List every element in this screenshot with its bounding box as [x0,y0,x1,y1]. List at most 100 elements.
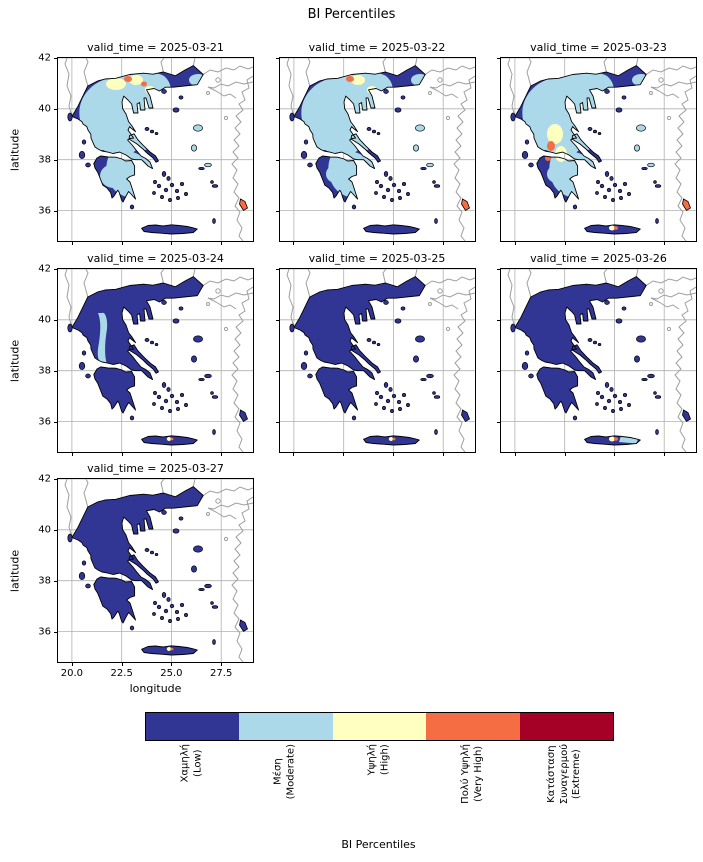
x-tick-mark [392,452,394,456]
x-tick-mark [343,241,345,245]
y-tick-mark [54,210,58,212]
x-tick-mark [564,241,566,245]
facet-title: valid_time = 2025-03-24 [87,252,224,265]
y-tick-mark [54,479,58,480]
y-tick-label: 42 [38,473,51,485]
greece-map [58,57,254,242]
x-tick-mark [392,241,394,245]
colorbar [145,712,614,741]
x-tick-mark [564,452,566,456]
colorbar-title: BI Percentiles [341,838,416,851]
y-tick-mark [497,370,501,372]
facet-axes-2025-03-22: valid_time = 2025-03-22 [275,41,476,245]
x-tick-mark [343,452,345,456]
facet-axes-2025-03-23: valid_time = 2025-03-23 [497,41,697,245]
x-tick-mark [664,241,666,245]
x-tick-mark [664,452,666,456]
y-tick-mark [54,108,58,110]
y-tick-label: 40 [38,103,51,115]
x-tick-mark [171,452,173,456]
y-tick-label: 40 [38,314,51,326]
x-tick-mark [121,241,123,245]
y-tick-label: 42 [38,52,51,64]
y-tick-label: 36 [38,626,51,637]
y-tick-mark [497,159,501,161]
y-tick-mark [275,421,280,423]
x-tick-mark [71,452,73,456]
y-axis-label: latitude [8,128,22,171]
greece-map [58,478,254,663]
facet-title: valid_time = 2025-03-27 [87,462,224,475]
x-tick-mark [121,452,123,456]
x-tick-mark [614,452,616,456]
x-tick-mark [293,241,295,245]
x-tick-mark [171,662,173,666]
x-tick-mark [71,662,73,666]
x-tick-mark [514,241,516,245]
greece-map [58,268,254,453]
x-tick-mark [614,241,616,245]
y-axis-label: latitude [8,549,22,592]
greece-map [501,57,697,242]
x-axis-label: longitude [129,682,182,695]
x-tick-mark [221,241,223,245]
y-tick-label: 42 [38,263,51,275]
y-tick-mark [54,370,58,372]
y-tick-mark [275,58,280,59]
greece-map [279,57,475,242]
y-tick-mark [54,580,58,582]
x-tick-label: 27.5 [210,668,233,679]
facet-axes-2025-03-21: valid_time = 2025-03-21 42 40 38 36 latitude [8,41,254,245]
y-tick-label: 36 [38,416,51,427]
y-tick-mark [497,210,501,212]
facet-title: valid_time = 2025-03-26 [530,252,667,265]
y-tick-label: 38 [38,575,51,587]
x-tick-label: 20.0 [60,668,84,679]
y-tick-mark [54,529,58,531]
facet-axes-2025-03-27: valid_time = 2025-03-27 42 40 38 36 latitude 2… [8,462,254,695]
x-tick-mark [171,241,173,245]
x-tick-mark [442,452,444,456]
y-tick-mark [275,159,280,161]
x-tick-mark [293,452,295,456]
colorbar-segment-moderate [239,713,333,740]
colorbar-segment-high [332,713,427,740]
y-tick-mark [497,269,501,270]
facet-title: valid_time = 2025-03-23 [530,41,667,54]
x-tick-mark [221,452,223,456]
facet-axes-2025-03-25: valid_time = 2025-03-25 [275,252,476,456]
greece-map [501,268,697,453]
y-tick-mark [54,319,58,321]
greece-map [279,268,475,453]
y-tick-mark [497,421,501,423]
y-tick-mark [497,58,501,59]
facet-axes-2025-03-24: valid_time = 2025-03-24 42 40 38 36 latitude [8,252,254,456]
y-tick-label: 38 [38,365,51,377]
y-tick-mark [275,319,280,321]
x-tick-label: 22.5 [110,668,133,679]
y-tick-mark [497,108,501,110]
facet-title: valid_time = 2025-03-25 [308,252,446,265]
y-tick-mark [275,210,280,212]
y-axis-label: latitude [8,339,22,382]
y-tick-mark [54,269,58,270]
facet-title: valid_time = 2025-03-21 [87,41,224,54]
y-tick-label: 40 [38,524,51,536]
y-tick-mark [54,631,58,633]
x-tick-mark [221,662,223,666]
y-tick-mark [497,319,501,321]
figure-title: BI Percentiles [307,7,396,22]
y-tick-label: 38 [38,154,51,166]
y-tick-mark [275,269,280,270]
x-tick-mark [121,662,123,666]
x-tick-label: 25.0 [160,668,183,679]
colorbar-segment-low [146,713,240,740]
y-tick-mark [275,108,280,110]
y-tick-mark [54,58,58,59]
y-tick-mark [275,370,280,372]
x-tick-mark [442,241,444,245]
x-tick-mark [514,452,516,456]
colorbar-segment-extreme [519,713,614,740]
y-tick-mark [54,421,58,423]
